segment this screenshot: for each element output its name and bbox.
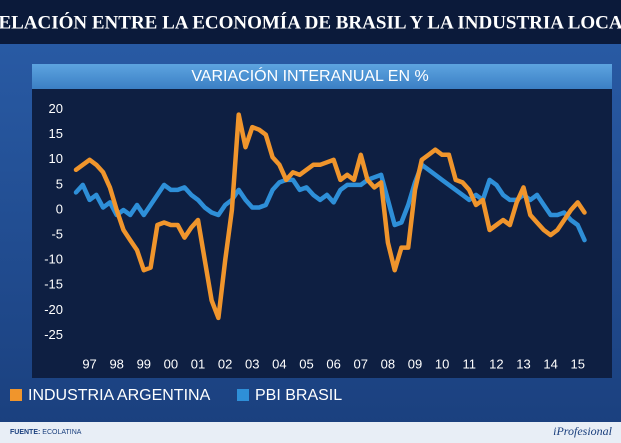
- y-tick-label: 5: [56, 176, 63, 191]
- x-tick-label: 04: [272, 356, 286, 371]
- chart-subtitle: VARIACIÓN INTERANUAL EN %: [191, 66, 428, 85]
- y-tick-label: 15: [49, 126, 63, 141]
- y-tick-label: -15: [44, 277, 63, 292]
- series-line: [73, 162, 587, 243]
- x-tick-label: 03: [245, 356, 259, 371]
- source: ECOLATINA: [42, 429, 81, 436]
- x-tick-label: 99: [137, 356, 151, 371]
- plot-area: [32, 89, 612, 378]
- x-tick-label: 15: [570, 356, 584, 371]
- y-tick-label: -10: [44, 252, 63, 267]
- y-tick-label: -20: [44, 302, 63, 317]
- legend-label: PBI BRASIL: [255, 387, 342, 404]
- x-tick-label: 14: [543, 356, 557, 371]
- logo: iProfesional: [553, 424, 613, 438]
- legend-swatch: [237, 389, 249, 401]
- subtitle-bar: [32, 64, 612, 89]
- x-tick-label: 08: [381, 356, 395, 371]
- x-tick-label: 01: [191, 356, 205, 371]
- title-bar: [0, 0, 621, 44]
- x-tick-label: 02: [218, 356, 232, 371]
- footer-source: FUENTE: ECOLATINA: [10, 429, 82, 436]
- x-tick-label: 07: [354, 356, 368, 371]
- x-tick-label: 13: [516, 356, 530, 371]
- series-line: [73, 112, 587, 321]
- y-tick-label: 10: [49, 151, 63, 166]
- y-tick-label: 20: [49, 101, 63, 116]
- x-tick-label: 11: [462, 356, 476, 371]
- legend-swatch: [10, 389, 22, 401]
- x-tick-label: 09: [408, 356, 422, 371]
- legend-label: INDUSTRIA ARGENTINA: [28, 387, 211, 404]
- x-tick-label: 98: [109, 356, 123, 371]
- y-tick-label: -25: [44, 327, 63, 342]
- x-tick-label: 00: [164, 356, 178, 371]
- footer-bar: [0, 422, 621, 443]
- y-tick-label: -5: [51, 227, 63, 242]
- x-tick-label: 10: [435, 356, 449, 371]
- y-tick-label: 0: [56, 201, 63, 216]
- x-tick-label: 12: [489, 356, 503, 371]
- x-tick-label: 06: [326, 356, 340, 371]
- x-tick-label: 05: [299, 356, 313, 371]
- source-label: FUENTE:: [10, 429, 40, 436]
- x-tick-label: 97: [82, 356, 96, 371]
- chart-title: RELACIÓN ENTRE LA ECONOMÍA DE BRASIL Y L…: [0, 11, 621, 33]
